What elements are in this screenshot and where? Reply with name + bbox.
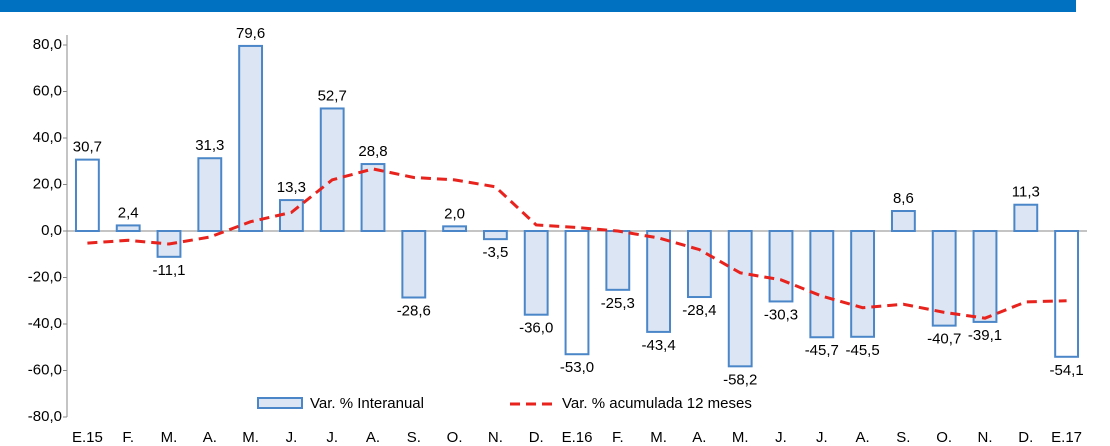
bar — [809, 230, 835, 339]
bar — [646, 230, 672, 333]
bar — [319, 107, 345, 232]
data-label: -25,3 — [601, 295, 635, 312]
x-tick-label: N. — [978, 429, 993, 446]
data-label: 8,6 — [893, 190, 914, 207]
bar — [523, 230, 549, 316]
x-tick-label: D. — [529, 429, 544, 446]
data-label: -58,2 — [723, 371, 757, 388]
data-label: -45,7 — [805, 342, 839, 359]
x-tick-label: J. — [816, 429, 828, 446]
y-tick-label: -80,0 — [28, 408, 62, 425]
data-label: -30,3 — [764, 306, 798, 323]
bar — [482, 230, 508, 241]
data-label: -39,1 — [968, 327, 1002, 344]
bar — [115, 224, 141, 232]
x-tick-label: J. — [326, 429, 338, 446]
x-tick-label: O. — [447, 429, 463, 446]
y-tick-label: -40,0 — [28, 315, 62, 332]
x-tick-label: A. — [203, 429, 217, 446]
x-tick-label: A. — [692, 429, 706, 446]
data-label: 28,8 — [358, 143, 387, 160]
y-tick-label: -60,0 — [28, 361, 62, 378]
x-tick-label: M. — [732, 429, 749, 446]
x-tick-label: E.16 — [562, 429, 593, 446]
data-label: 2,4 — [118, 204, 139, 221]
bar — [972, 230, 998, 323]
data-label: 31,3 — [195, 137, 224, 154]
bar — [1054, 230, 1080, 358]
x-tick-label: F. — [122, 429, 134, 446]
x-tick-label: A. — [366, 429, 380, 446]
legend-swatch — [257, 397, 303, 409]
bar — [605, 230, 631, 291]
data-label: -53,0 — [560, 359, 594, 376]
x-tick-label: J. — [286, 429, 298, 446]
data-label: 13,3 — [277, 179, 306, 196]
x-tick-label: N. — [488, 429, 503, 446]
bar — [686, 230, 712, 299]
bar — [931, 230, 957, 327]
data-label: -28,4 — [682, 302, 716, 319]
x-tick-label: F. — [612, 429, 624, 446]
x-tick-label: M. — [161, 429, 178, 446]
x-tick-label: A. — [856, 429, 870, 446]
x-tick-label: D. — [1018, 429, 1033, 446]
y-tick-label: 0,0 — [41, 222, 62, 239]
y-tick-label: 40,0 — [33, 129, 62, 146]
y-tick-label: -20,0 — [28, 268, 62, 285]
x-tick-label: J. — [775, 429, 787, 446]
data-label: -45,5 — [845, 342, 879, 359]
data-label: -43,4 — [641, 337, 675, 354]
bar — [890, 210, 916, 233]
bar — [442, 225, 468, 233]
x-tick-label: M. — [650, 429, 667, 446]
x-tick-label: M. — [242, 429, 259, 446]
x-tick-label: E.17 — [1051, 429, 1082, 446]
y-tick-label: 60,0 — [33, 82, 62, 99]
bar — [74, 158, 100, 232]
y-tick-label: 80,0 — [33, 36, 62, 53]
legend-label: Var. % Interanual — [310, 395, 424, 412]
y-tick-label: 20,0 — [33, 175, 62, 192]
data-label: -40,7 — [927, 331, 961, 348]
bar — [401, 230, 427, 299]
data-label: -28,6 — [397, 302, 431, 319]
x-tick-label: S. — [896, 429, 910, 446]
bar — [768, 230, 794, 303]
bar — [564, 230, 590, 356]
line — [87, 167, 1067, 320]
data-label: 52,7 — [318, 87, 347, 104]
data-label: -36,0 — [519, 320, 553, 337]
banner — [0, 0, 1076, 12]
bar — [360, 163, 386, 232]
x-tick-label: S. — [407, 429, 421, 446]
data-label: -11,1 — [152, 262, 185, 279]
bar — [727, 230, 753, 368]
bar — [850, 230, 876, 338]
data-label: -3,5 — [482, 244, 508, 261]
data-label: -54,1 — [1049, 362, 1083, 379]
x-tick-label: O. — [936, 429, 952, 446]
data-label: 30,7 — [73, 139, 102, 156]
bar — [1013, 203, 1039, 232]
bar — [238, 44, 264, 233]
legend-label: Var. % acumulada 12 meses — [562, 395, 752, 412]
data-label: 11,3 — [1012, 184, 1040, 201]
data-label: 79,6 — [236, 25, 265, 42]
x-tick-label: E.15 — [72, 429, 103, 446]
bar — [197, 157, 223, 232]
data-label: 2,0 — [444, 205, 465, 222]
